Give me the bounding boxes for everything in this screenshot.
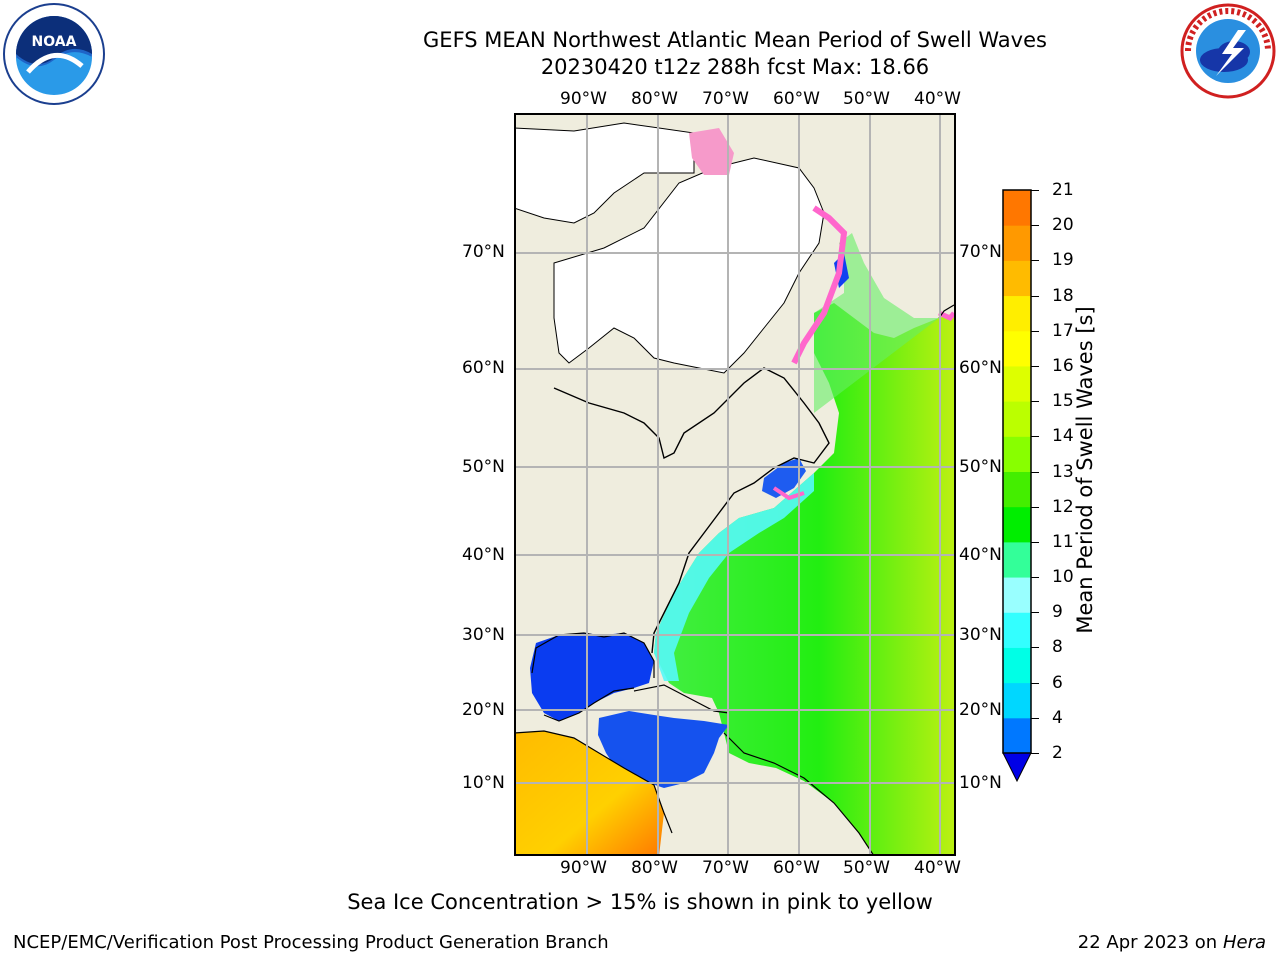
lon-label-top: 80°W — [631, 89, 678, 109]
lat-label-right: 50°N — [959, 457, 1002, 477]
colorbar-tick-label: 14 — [1052, 426, 1074, 447]
colorbar-band — [1003, 295, 1031, 332]
lon-label-bottom: 90°W — [560, 858, 607, 878]
colorbar-tick-mark — [1031, 190, 1039, 191]
sea-ice-note: Sea Ice Concentration > 15% is shown in … — [347, 890, 933, 914]
footer-machine: Hera — [1222, 932, 1266, 953]
colorbar-tick-label: 16 — [1052, 355, 1074, 376]
colorbar-band — [1003, 365, 1031, 402]
lon-label-top: 70°W — [702, 89, 749, 109]
colorbar-tick-label: 6 — [1052, 672, 1063, 693]
footer-date: 22 Apr 2023 on Hera — [1078, 932, 1266, 953]
lat-label-right: 70°N — [959, 242, 1002, 262]
chart-title: GEFS MEAN Northwest Atlantic Mean Period… — [423, 28, 1047, 52]
colorbar-tick-label: 13 — [1052, 461, 1074, 482]
lat-label-right: 60°N — [959, 358, 1002, 378]
colorbar-tick-label: 15 — [1052, 391, 1074, 412]
colorbar-band — [1003, 612, 1031, 648]
gulf-of-mexico — [530, 633, 654, 721]
nws-logo — [1178, 2, 1278, 100]
colorbar-band — [1003, 436, 1031, 472]
lat-label-left: 10°N — [462, 773, 505, 793]
colorbar-tick-mark — [1031, 717, 1039, 719]
colorbar-tick-mark — [1031, 541, 1039, 543]
chart-subtitle: 20230420 t12z 288h fcst Max: 18.66 — [540, 55, 930, 79]
lat-label-right: 20°N — [959, 700, 1002, 720]
colorbar-band — [1003, 647, 1031, 684]
colorbar-tick-label: 10 — [1052, 567, 1074, 588]
lon-label-bottom: 60°W — [773, 858, 820, 878]
colorbar-tick-mark — [1031, 612, 1039, 614]
colorbar-tick-mark — [1031, 225, 1039, 227]
svg-text:NOAA: NOAA — [32, 34, 77, 50]
colorbar-band — [1003, 506, 1031, 543]
colorbar-tick-mark — [1031, 647, 1039, 649]
sea-ice-edge — [689, 128, 734, 175]
lon-label-bottom: 80°W — [631, 858, 678, 878]
lat-label-left: 20°N — [462, 700, 505, 720]
footer-credit: NCEP/EMC/Verification Post Processing Pr… — [13, 932, 609, 953]
colorbar-band — [1003, 225, 1031, 261]
colorbar-tick-mark — [1031, 436, 1039, 438]
colorbar-extension — [1002, 752, 1032, 783]
colorbar-tick-label: 9 — [1052, 602, 1063, 623]
lon-label-top: 50°W — [843, 89, 890, 109]
lat-label-right: 30°N — [959, 625, 1002, 645]
lon-label-bottom: 50°W — [843, 858, 890, 878]
lon-label-top: 90°W — [560, 89, 607, 109]
colorbar-band — [1003, 190, 1031, 226]
colorbar-tick-label: 20 — [1052, 215, 1074, 236]
colorbar-tick-mark — [1031, 330, 1039, 332]
colorbar-band — [1003, 717, 1031, 754]
colorbar-tick-label: 11 — [1052, 531, 1074, 552]
lat-label-left: 40°N — [462, 545, 505, 565]
lat-label-right: 10°N — [959, 773, 1002, 793]
colorbar-tick-mark — [1031, 260, 1039, 262]
colorbar-tick-label: 12 — [1052, 496, 1074, 517]
colorbar-band — [1003, 541, 1031, 578]
colorbar-band — [1003, 330, 1031, 367]
colorbar-tick-label: 2 — [1052, 743, 1063, 763]
colorbar-tick-label: 17 — [1052, 320, 1074, 341]
colorbar-tick-mark — [1031, 753, 1039, 754]
coastline — [553, 367, 830, 654]
colorbar-band — [1003, 682, 1031, 719]
colorbar-tick-mark — [1031, 295, 1039, 297]
lon-label-bottom: 70°W — [702, 858, 749, 878]
colorbar-band — [1003, 471, 1031, 508]
footer-date-text: 22 Apr 2023 on — [1077, 932, 1223, 953]
lat-label-right: 40°N — [959, 545, 1002, 565]
colorbar-band — [1003, 401, 1031, 437]
lat-label-left: 30°N — [462, 625, 505, 645]
colorbar-band — [1003, 577, 1031, 613]
colorbar — [1002, 188, 1034, 783]
lat-label-left: 70°N — [462, 242, 505, 262]
colorbar-tick-label: 8 — [1052, 637, 1063, 658]
lat-label-left: 50°N — [462, 457, 505, 477]
colorbar-tick-label: 19 — [1052, 250, 1074, 271]
colorbar-tick-label: 4 — [1052, 707, 1063, 728]
colorbar-tick-mark — [1031, 577, 1039, 579]
colorbar-band — [1003, 260, 1031, 297]
noaa-logo: NOAA — [2, 2, 106, 106]
colorbar-tick-label: 18 — [1052, 285, 1074, 306]
south-america-region — [514, 731, 664, 856]
lon-label-top: 60°W — [773, 89, 820, 109]
colorbar-tick-mark — [1031, 506, 1039, 508]
swell-period-map — [513, 113, 956, 857]
colorbar-tick-label: 21 — [1052, 180, 1074, 200]
colorbar-tick-mark — [1031, 471, 1039, 473]
colorbar-tick-mark — [1031, 682, 1039, 684]
graticule — [514, 113, 956, 856]
lat-label-left: 60°N — [462, 358, 505, 378]
colorbar-tick-mark — [1031, 401, 1039, 403]
colorbar-tick-mark — [1031, 365, 1039, 367]
lon-label-bottom: 40°W — [914, 858, 961, 878]
caribbean-sea — [598, 711, 729, 788]
lon-label-top: 40°W — [914, 89, 961, 109]
